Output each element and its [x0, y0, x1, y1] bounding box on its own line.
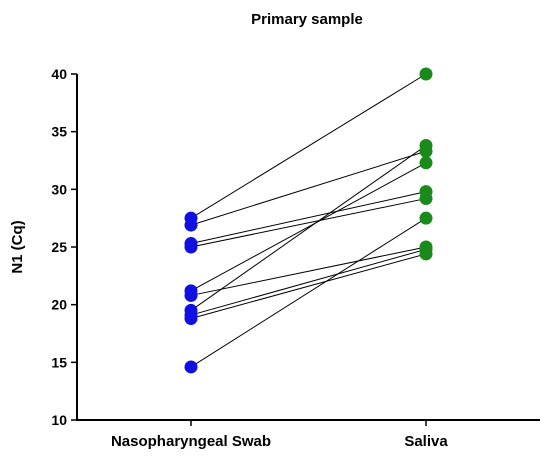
saliva-point	[419, 192, 433, 206]
swab-point	[184, 240, 198, 254]
axes	[76, 74, 540, 421]
y-tick-label: 30	[51, 181, 67, 197]
saliva-point	[419, 139, 433, 153]
y-tick-label: 35	[51, 124, 67, 140]
pair-line	[190, 73, 427, 219]
swab-point	[184, 288, 198, 302]
chart-title: Primary sample	[251, 11, 363, 28]
pair-line	[190, 217, 427, 368]
pair-line	[190, 248, 427, 316]
y-ticks: 10 15 20 25 30 35 40	[51, 66, 77, 428]
saliva-point	[419, 67, 433, 81]
saliva-point	[419, 156, 433, 170]
pair-line	[190, 253, 427, 319]
pair-line	[190, 198, 427, 248]
x-categories: Nasopharyngeal Swab Saliva	[111, 420, 448, 450]
saliva-point	[419, 211, 433, 225]
y-tick-label: 10	[51, 412, 67, 428]
y-tick-label: 40	[51, 66, 67, 82]
pair-lines	[190, 73, 427, 368]
y-tick-label: 25	[51, 239, 67, 255]
x-category-label: Nasopharyngeal Swab	[111, 433, 271, 450]
pair-line	[190, 162, 427, 292]
y-axis-title: N1 (Cq)	[9, 220, 26, 273]
swab-point	[184, 360, 198, 374]
data-points	[184, 67, 433, 374]
swab-point	[184, 218, 198, 232]
pair-line	[190, 145, 427, 311]
pair-line	[190, 150, 427, 226]
y-tick-label: 15	[51, 354, 67, 370]
pair-line	[190, 191, 427, 245]
y-tick-label: 20	[51, 297, 67, 313]
saliva-point	[419, 247, 433, 261]
swab-point	[184, 312, 198, 326]
pair-line	[190, 246, 427, 296]
x-category-label: Saliva	[404, 433, 448, 450]
